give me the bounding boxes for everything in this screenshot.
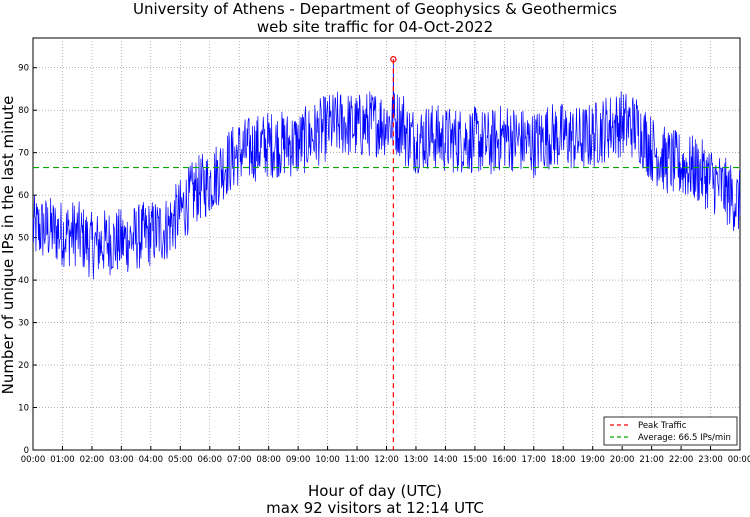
x-tick-label: 04:00: [139, 455, 164, 465]
legend-box: [603, 416, 738, 446]
chart-subtitle: web site traffic for 04-Oct-2022: [256, 18, 494, 36]
x-tick-label: 16:00: [492, 455, 517, 465]
y-tick-label: 30: [18, 319, 29, 329]
x-tick-label: 12:00: [374, 455, 399, 465]
x-tick-label: 13:00: [404, 455, 429, 465]
x-tick-label: 07:00: [227, 455, 252, 465]
x-tick-label: 00:00: [728, 455, 750, 465]
y-tick-label: 60: [18, 191, 29, 201]
x-tick-label: 06:00: [198, 455, 223, 465]
x-tick-label: 08:00: [256, 455, 281, 465]
x-tick-label: 21:00: [639, 455, 664, 465]
peak-marker: [390, 56, 397, 63]
x-tick-label: 15:00: [463, 455, 488, 465]
x-axis-label: Hour of day (UTC): [308, 482, 442, 500]
y-tick-label: 20: [18, 361, 29, 371]
x-tick-label: 05:00: [168, 455, 193, 465]
x-tick-label: 10:00: [315, 455, 340, 465]
y-tick-label: 70: [18, 149, 29, 159]
x-tick-label: 14:00: [433, 455, 458, 465]
x-tick-label: 20:00: [610, 455, 635, 465]
x-tick-label: 18:00: [551, 455, 576, 465]
legend-average-label: Average: 66.5 IPs/min: [638, 433, 731, 443]
y-tick-label: 10: [18, 404, 29, 414]
y-tick-label: 0: [24, 446, 29, 456]
x-tick-label: 01:00: [50, 455, 75, 465]
chart-title: University of Athens - Department of Geo…: [133, 0, 617, 18]
x-tick-label: 09:00: [286, 455, 311, 465]
peak-summary: max 92 visitors at 12:14 UTC: [266, 499, 484, 517]
y-tick-label: 40: [18, 276, 29, 286]
y-tick-label: 80: [18, 106, 29, 116]
x-tick-label: 02:00: [80, 455, 105, 465]
y-tick-label: 50: [18, 234, 29, 244]
x-tick-label: 19:00: [580, 455, 605, 465]
x-tick-label: 22:00: [669, 455, 694, 465]
x-tick-label: 23:00: [698, 455, 723, 465]
x-tick-label: 17:00: [522, 455, 547, 465]
x-tick-label: 11:00: [345, 455, 370, 465]
x-tick-label: 03:00: [109, 455, 134, 465]
traffic-series-line: [32, 59, 741, 280]
x-tick-label: 00:00: [21, 455, 46, 465]
y-tick-label: 90: [18, 64, 29, 74]
legend-peak-label: Peak Traffic: [638, 421, 687, 431]
